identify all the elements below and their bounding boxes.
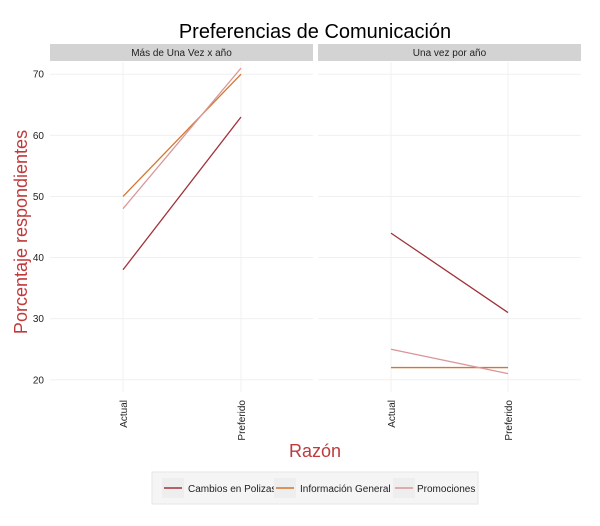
series-line xyxy=(390,232,509,314)
legend-label: Promociones xyxy=(417,484,475,495)
series-line xyxy=(122,116,242,271)
y-axis-title: Porcentaje respondientes xyxy=(11,130,31,334)
legend-label: Información General xyxy=(300,484,391,495)
y-tick-label: 40 xyxy=(33,253,45,264)
panel-strip xyxy=(50,44,313,61)
panel-strip-label: Más de Una Vez x año xyxy=(131,48,232,59)
x-tick-label: Actual xyxy=(387,400,398,428)
panel-strip xyxy=(318,44,581,61)
y-tick-label: 60 xyxy=(33,131,45,142)
series-line xyxy=(390,348,509,375)
y-tick-label: 70 xyxy=(33,70,45,81)
x-tick-label: Preferido xyxy=(237,400,248,441)
legend-item: Cambios en Polizas xyxy=(162,478,276,498)
legend-label: Cambios en Polizas xyxy=(188,484,276,495)
panel-strip-label: Una vez por año xyxy=(413,48,487,59)
legend-item: Promociones xyxy=(393,478,475,498)
y-tick-label: 50 xyxy=(33,192,45,203)
legend: Cambios en Polizas Información General Pro… xyxy=(151,471,479,505)
panel-1: Más de Una Vez x año Actual Preferido xyxy=(50,44,313,441)
chart-title: Preferencias de Comunicación xyxy=(179,21,451,43)
y-tick-label: 30 xyxy=(33,314,45,325)
y-tick-label: 20 xyxy=(33,375,45,386)
panel-2: Una vez por año Actual Preferido xyxy=(318,44,581,441)
y-axis: 20 30 40 50 60 70 xyxy=(33,70,45,387)
series-line xyxy=(122,67,242,210)
series-line xyxy=(122,73,242,197)
legend-item: Información General xyxy=(274,478,391,498)
x-tick-label: Preferido xyxy=(504,400,515,441)
x-axis-title: Razón xyxy=(289,441,341,461)
x-tick-label: Actual xyxy=(119,400,130,428)
legend-box xyxy=(151,471,479,505)
